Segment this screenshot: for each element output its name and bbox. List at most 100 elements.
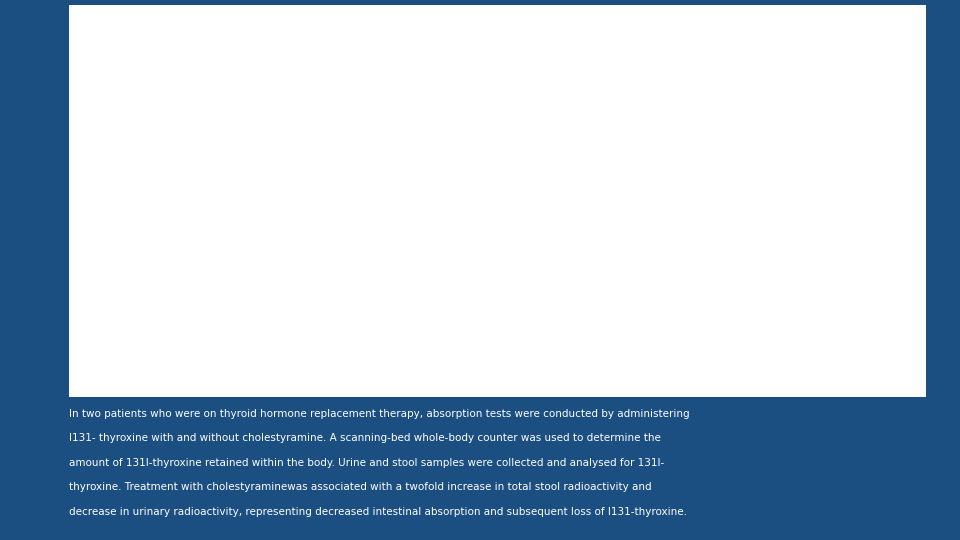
Text: 66.85: 66.85 xyxy=(551,293,578,302)
Text: 12.03: 12.03 xyxy=(434,225,461,234)
Text: decrease in urinary radioactivity, representing decreased intestinal absorption : decrease in urinary radioactivity, repre… xyxy=(69,507,687,517)
Text: 0.28: 0.28 xyxy=(434,83,454,92)
Text: 0.47: 0.47 xyxy=(718,316,739,325)
Text: Table 2: Table 2 xyxy=(80,17,124,27)
Text: 100.0: 100.0 xyxy=(377,271,405,279)
Text: Pt 2: Pt 2 xyxy=(80,225,101,234)
Text: Cumulative: Cumulative xyxy=(789,58,842,68)
Text: 100.0: 100.0 xyxy=(377,197,405,205)
Text: ...: ... xyxy=(608,339,616,347)
Text: Total body: Total body xyxy=(253,197,302,205)
Text: 63.5: 63.5 xyxy=(491,128,512,137)
Text: 30.6: 30.6 xyxy=(608,128,629,137)
Text: 3.11: 3.11 xyxy=(608,247,629,256)
Text: Urine: Urine xyxy=(253,105,279,114)
Text: 93.8: 93.8 xyxy=(434,339,455,347)
Text: 3.00: 3.00 xyxy=(377,173,398,183)
Text: I 131-Thyroxine absorption studies in 2 patients with and without cholestyramine: I 131-Thyroxine absorption studies in 2 … xyxy=(80,28,488,38)
Text: 20.58: 20.58 xyxy=(491,225,517,234)
Text: Stool: Stool xyxy=(253,225,277,234)
Text: 2.30: 2.30 xyxy=(491,316,512,325)
Text: 100.0: 100.0 xyxy=(377,128,405,137)
Text: 8.2: 8.2 xyxy=(718,339,733,347)
Text: 1.09: 1.09 xyxy=(718,293,739,302)
Text: 0.00: 0.00 xyxy=(377,293,398,302)
Text: 8.9: 8.9 xyxy=(664,339,679,347)
Text: 13.5: 13.5 xyxy=(718,197,739,205)
Text: amount of 131I-thyroxine retained within the body. Urine and stool samples were : amount of 131I-thyroxine retained within… xyxy=(69,458,664,468)
Text: 2.03: 2.03 xyxy=(664,247,685,256)
Text: 2.15: 2.15 xyxy=(608,105,629,114)
Text: 15.6: 15.6 xyxy=(664,197,685,205)
Text: 16.43: 16.43 xyxy=(491,83,518,92)
Text: 38.96: 38.96 xyxy=(789,247,820,256)
Text: thyroxine. Treatment with cholestyraminewas associated with a twofold increase i: thyroxine. Treatment with cholestyramine… xyxy=(69,482,652,492)
Text: Total body: Total body xyxy=(253,128,302,137)
Text: 0.00: 0.00 xyxy=(608,293,629,302)
Text: ...: ... xyxy=(608,197,616,205)
Text: 0.59: 0.59 xyxy=(718,83,739,92)
Text: Adapted from Northcutt et al. JAMA 1969;208:1859.: Adapted from Northcutt et al. JAMA 1969;… xyxy=(80,353,313,362)
Text: 1.22: 1.22 xyxy=(491,173,512,183)
Text: 75.6: 75.6 xyxy=(434,128,454,137)
Text: 1.55: 1.55 xyxy=(718,247,739,256)
Text: 2.70: 2.70 xyxy=(491,105,512,114)
Text: 7.12: 7.12 xyxy=(551,225,572,234)
Text: 12.00: 12.00 xyxy=(608,83,635,92)
Text: 21.0: 21.0 xyxy=(664,271,685,279)
Text: Cholestyramine resin: Cholestyramine resin xyxy=(119,151,220,160)
Text: Control: Control xyxy=(119,225,153,234)
Text: 1.50: 1.50 xyxy=(718,151,739,160)
Text: % of Administered Dose: % of Administered Dose xyxy=(377,40,494,51)
Text: Day 4: Day 4 xyxy=(551,58,578,68)
Text: 0.64: 0.64 xyxy=(664,316,685,325)
Text: 31.0: 31.0 xyxy=(551,271,572,279)
Text: Control: Control xyxy=(119,83,153,92)
Text: ...: ... xyxy=(434,271,443,279)
Text: 5.62: 5.62 xyxy=(664,225,685,234)
Text: 4.43: 4.43 xyxy=(664,151,685,160)
Text: 0.87: 0.87 xyxy=(718,173,739,183)
Text: 0.02: 0.02 xyxy=(434,151,454,160)
Text: 9.35: 9.35 xyxy=(789,173,812,183)
Text: 26.4: 26.4 xyxy=(718,128,739,137)
Text: Source of sample radioactivity: Source of sample radioactivity xyxy=(253,40,402,51)
FancyBboxPatch shape xyxy=(69,37,926,66)
Text: 0.27: 0.27 xyxy=(377,225,398,234)
Text: 1.68: 1.68 xyxy=(718,105,739,114)
Text: 2.18: 2.18 xyxy=(551,105,572,114)
Text: 90.5: 90.5 xyxy=(491,197,512,205)
Text: 11.47: 11.47 xyxy=(789,316,820,325)
Text: Total body: Total body xyxy=(253,339,302,347)
Text: Urine: Urine xyxy=(253,316,279,325)
Text: I131- thyroxine with and without cholestyramine. A scanning-bed whole-body count: I131- thyroxine with and without cholest… xyxy=(69,434,661,443)
Text: 3.34: 3.34 xyxy=(664,83,685,92)
Text: 0.00: 0.00 xyxy=(608,225,629,234)
Text: Pt 1: Pt 1 xyxy=(80,83,101,92)
Text: Urine: Urine xyxy=(253,247,279,256)
Text: Day 6: Day 6 xyxy=(664,58,691,68)
Text: 83.80: 83.80 xyxy=(789,151,820,160)
Text: Stool: Stool xyxy=(253,151,277,160)
Text: 1.08: 1.08 xyxy=(608,316,629,325)
Text: 0.73: 0.73 xyxy=(664,173,685,183)
Text: 36.80: 36.80 xyxy=(608,151,635,160)
Text: 5.03: 5.03 xyxy=(551,247,572,256)
Text: Treatment: Treatment xyxy=(80,40,130,51)
Text: ...: ... xyxy=(551,128,560,137)
Text: 10.92: 10.92 xyxy=(434,247,461,256)
Text: 41.54: 41.54 xyxy=(789,83,820,92)
Text: Day 3: Day 3 xyxy=(491,58,517,68)
Text: 28.25: 28.25 xyxy=(789,105,820,114)
Text: 39.30: 39.30 xyxy=(551,151,578,160)
Text: 8.66: 8.66 xyxy=(551,83,572,92)
Text: 8.86: 8.86 xyxy=(377,105,398,114)
Text: Day 2: Day 2 xyxy=(434,58,461,68)
Text: 8.83: 8.83 xyxy=(491,247,512,256)
Text: 2.78: 2.78 xyxy=(434,316,454,325)
Text: 19.1: 19.1 xyxy=(718,271,739,279)
Text: 7.49: 7.49 xyxy=(377,247,398,256)
Text: 1.82: 1.82 xyxy=(551,316,572,325)
Text: 0.24: 0.24 xyxy=(377,83,398,92)
Text: 24.4: 24.4 xyxy=(608,271,629,279)
